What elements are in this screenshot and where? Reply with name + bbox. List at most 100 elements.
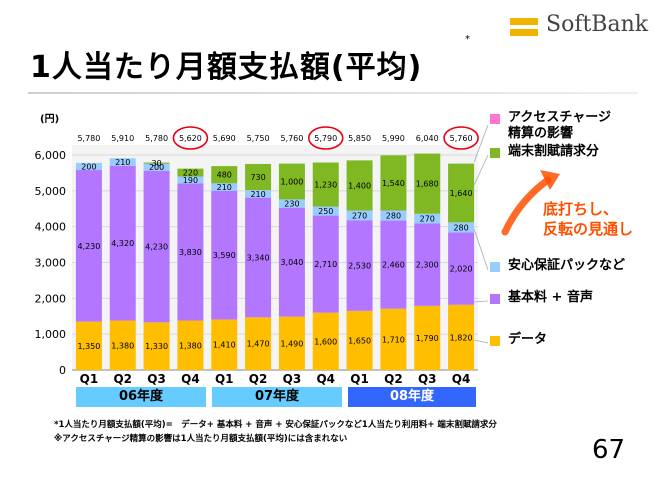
x-tick-label: Q2 bbox=[113, 372, 132, 386]
x-tick-label: Q3 bbox=[418, 372, 437, 386]
bar-segment-basic bbox=[109, 165, 136, 321]
bar-segment-installment bbox=[380, 155, 407, 211]
bar-value-label-basic: 4,230 bbox=[145, 243, 168, 252]
bar-total-label: 6,040 bbox=[416, 134, 439, 143]
bar-value-label-basic: 3,340 bbox=[247, 253, 270, 262]
bar-value-label-basic: 3,830 bbox=[179, 248, 202, 257]
bar-segment-data bbox=[109, 320, 136, 370]
x-tick-label: Q1 bbox=[215, 372, 234, 386]
x-tick-label: Q1 bbox=[80, 372, 99, 386]
brand-name: SoftBank bbox=[546, 12, 649, 37]
y-tick-label: 5,000 bbox=[35, 185, 67, 198]
trend-arrow-icon bbox=[501, 176, 552, 236]
bar-value-label-data: 1,600 bbox=[314, 337, 337, 346]
bar-value-label-data: 1,410 bbox=[213, 341, 236, 350]
legend-swatch-data bbox=[490, 336, 500, 346]
bar-value-label-installment: 730 bbox=[250, 173, 265, 182]
legend-connector bbox=[473, 154, 489, 186]
bar-segment-security bbox=[211, 183, 238, 191]
bar-total-label: 5,910 bbox=[111, 134, 134, 143]
bar-value-label-installment: 30 bbox=[151, 159, 161, 168]
legend-label-basic: 基本料 + 音声 bbox=[508, 290, 593, 305]
bar-segment-installment bbox=[143, 162, 170, 164]
y-tick-label: 4,000 bbox=[35, 221, 67, 234]
bar-segment-data bbox=[143, 322, 170, 370]
x-tick-label: Q2 bbox=[249, 372, 268, 386]
logo-bar-icon bbox=[510, 18, 538, 25]
y-tick-label: 6,000 bbox=[35, 149, 67, 162]
bar-segment-basic bbox=[143, 170, 170, 323]
trend-callout: 底打ちし、 反転の見通し bbox=[543, 199, 633, 239]
bar-value-label-installment: 1,000 bbox=[280, 178, 303, 187]
bar-value-label-security: 210 bbox=[217, 183, 232, 192]
bar-segment-basic bbox=[177, 183, 204, 321]
legend-label-data: データ bbox=[508, 332, 548, 347]
bar-value-label-basic: 2,530 bbox=[348, 262, 371, 271]
bar-segment-installment bbox=[312, 162, 339, 207]
bar-value-label-installment: 220 bbox=[183, 169, 198, 178]
bar-segment-basic bbox=[211, 190, 238, 320]
bar-total-label: 5,850 bbox=[348, 134, 371, 143]
bar-segment-data bbox=[245, 317, 272, 370]
legend-label-access: アクセスチャージ 精算の影響 bbox=[508, 110, 611, 142]
bar-total-label: 5,780 bbox=[145, 134, 168, 143]
callout-line-2: 反転の見通し bbox=[543, 220, 634, 238]
bar-total-label: 5,780 bbox=[77, 134, 100, 143]
legend-label-access-line1: アクセスチャージ bbox=[508, 110, 611, 125]
bar-segment-installment bbox=[414, 153, 441, 214]
bar-value-label-data: 1,790 bbox=[416, 334, 439, 343]
bar-segment-basic bbox=[380, 220, 407, 309]
x-tick-label: Q4 bbox=[316, 372, 335, 386]
bar-value-label-data: 1,350 bbox=[77, 342, 100, 351]
bar-segment-security bbox=[177, 176, 204, 184]
legend-swatch-security bbox=[490, 262, 500, 272]
bar-total-label: 5,750 bbox=[247, 134, 270, 143]
x-tick-label: Q3 bbox=[147, 372, 166, 386]
legend-connector bbox=[473, 339, 489, 344]
legend-swatch-access bbox=[490, 114, 500, 124]
bar-segment-basic bbox=[245, 197, 272, 318]
year-band-08: 08年度 bbox=[348, 387, 476, 407]
bar-total-label: 5,760 bbox=[280, 134, 303, 143]
bar-value-label-security: 200 bbox=[149, 163, 164, 172]
bar-value-label-security: 280 bbox=[386, 212, 401, 221]
bar-segment-basic bbox=[414, 223, 441, 306]
bar-segment-basic bbox=[346, 220, 373, 311]
bar-value-label-data: 1,820 bbox=[450, 333, 473, 342]
bar-segment-basic bbox=[312, 215, 339, 313]
x-tick-label: Q1 bbox=[350, 372, 369, 386]
bar-value-label-data: 1,470 bbox=[247, 340, 270, 349]
legend-label-security: 安心保証パックなど bbox=[508, 258, 626, 273]
highlight-circle bbox=[172, 126, 209, 150]
bar-segment-security bbox=[448, 222, 475, 233]
bar-value-label-installment: 1,540 bbox=[382, 179, 405, 188]
bar-value-label-security: 190 bbox=[183, 176, 198, 185]
bar-segment-data bbox=[448, 304, 475, 370]
bar-value-label-installment: 1,680 bbox=[416, 180, 439, 189]
bar-segment-installment bbox=[177, 168, 204, 177]
bar-total-label: 5,790 bbox=[314, 134, 337, 143]
bar-value-label-basic: 2,710 bbox=[314, 260, 337, 269]
bar-segment-installment bbox=[448, 163, 475, 223]
bar-value-label-security: 270 bbox=[352, 211, 367, 220]
x-tick-label: Q2 bbox=[384, 372, 403, 386]
highlight-circle bbox=[307, 126, 344, 150]
page-title: 1人当たり月額支払額(平均) bbox=[30, 50, 423, 85]
bar-total-label: 5,990 bbox=[382, 134, 405, 143]
bar-segment-security bbox=[312, 206, 339, 216]
plot-area bbox=[72, 145, 478, 370]
bar-segment-basic bbox=[75, 170, 102, 322]
bar-value-label-security: 270 bbox=[420, 215, 435, 224]
bar-value-label-basic: 3,040 bbox=[280, 258, 303, 267]
bar-value-label-basic: 2,300 bbox=[416, 261, 439, 270]
bar-value-label-security: 200 bbox=[81, 162, 96, 171]
bar-total-label: 5,690 bbox=[213, 134, 236, 143]
bar-value-label-data: 1,490 bbox=[280, 339, 303, 348]
bar-value-label-basic: 4,320 bbox=[111, 239, 134, 248]
footnote-definition: *1人当たり月額支払額(平均)= データ+ 基本料 + 音声 + 安心保証パック… bbox=[54, 420, 497, 430]
bar-value-label-basic: 2,020 bbox=[450, 265, 473, 274]
bar-value-label-installment: 1,640 bbox=[450, 189, 473, 198]
title-divider bbox=[28, 92, 638, 94]
bar-value-label-installment: 1,400 bbox=[348, 181, 371, 190]
bar-segment-data bbox=[346, 310, 373, 370]
